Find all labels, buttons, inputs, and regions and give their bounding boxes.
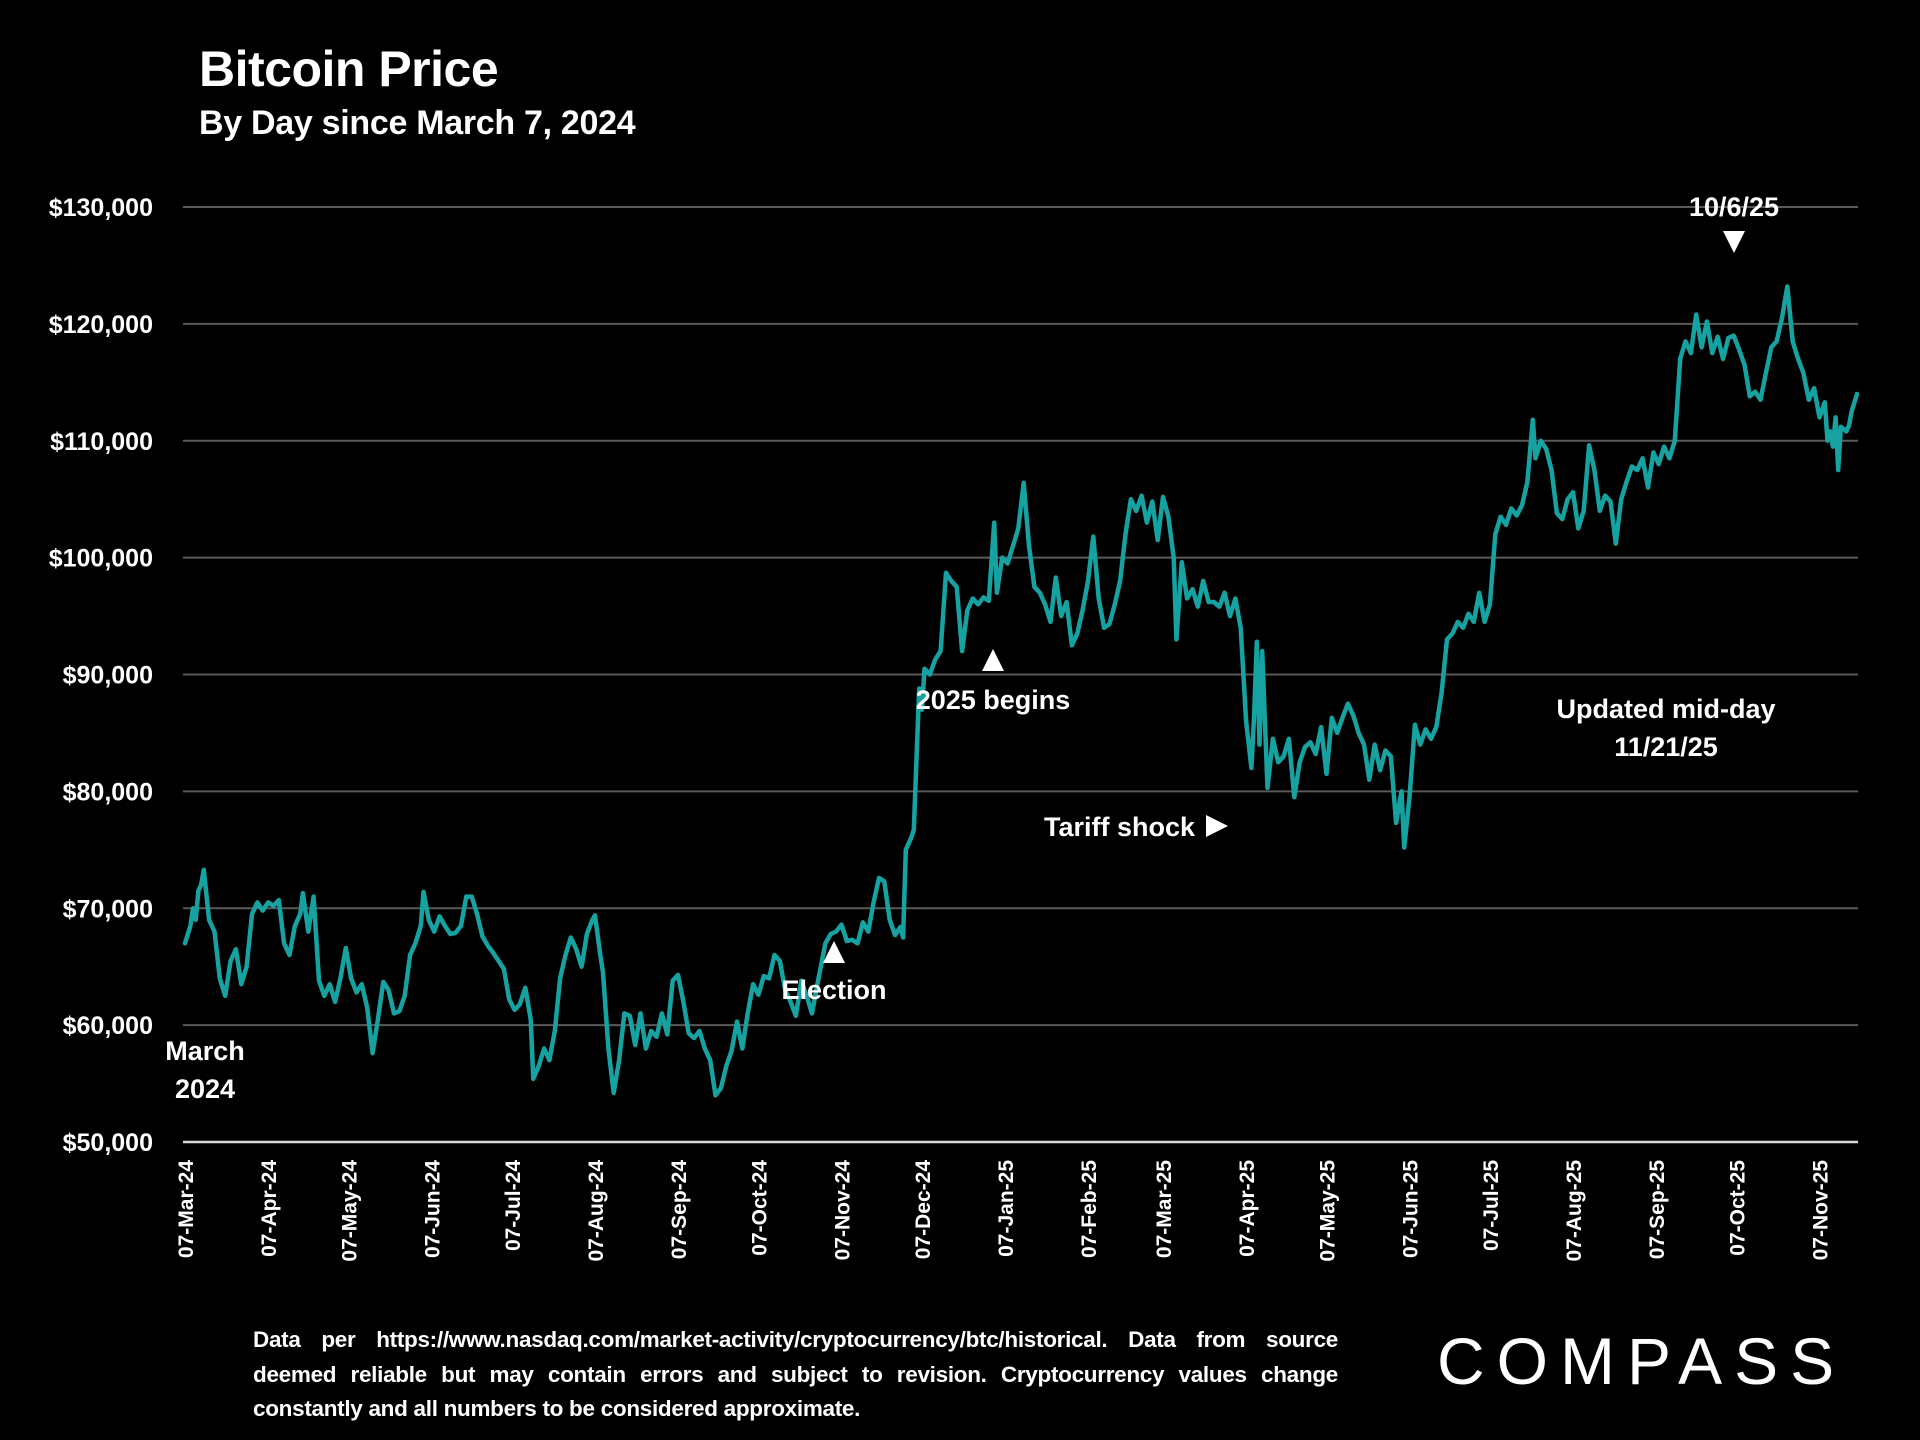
y-tick-label: $60,000	[63, 1012, 153, 1040]
x-tick-label: 07-Feb-25	[1078, 1160, 1101, 1258]
logo-text: COMPASS	[1437, 1326, 1846, 1396]
annotations: March 2024 Election 2025 begins Tariff shock…	[165, 192, 1779, 1104]
y-tick-label: $50,000	[63, 1129, 153, 1157]
annotation-marker-down-triangle	[1723, 231, 1745, 253]
x-tick-label: 07-Apr-24	[258, 1160, 281, 1257]
annotation-label: 2024	[175, 1074, 235, 1104]
y-tick-label: $110,000	[50, 428, 153, 456]
annotation-label: 11/21/25	[1614, 732, 1718, 762]
x-tick-label: 07-Apr-25	[1236, 1160, 1259, 1257]
x-tick-label: 07-Mar-25	[1153, 1160, 1176, 1258]
x-tick-label: 07-Sep-25	[1646, 1160, 1669, 1260]
x-tick-label: 07-Nov-25	[1809, 1160, 1832, 1261]
annotation-marker-up-triangle	[823, 941, 845, 963]
x-tick-label: 07-Jul-24	[502, 1160, 525, 1251]
compass-logo: COMPASS	[1437, 1326, 1846, 1396]
annotation-label: 2025 begins	[916, 685, 1071, 715]
x-tick-label: 07-Aug-25	[1563, 1160, 1586, 1262]
x-tick-label: 07-Dec-24	[912, 1160, 935, 1260]
x-tick-label: 07-Mar-24	[175, 1160, 198, 1258]
x-tick-label: 07-Sep-24	[668, 1160, 691, 1260]
x-tick-label: 07-Jun-25	[1400, 1160, 1423, 1258]
x-tick-label: 07-Jul-25	[1480, 1160, 1503, 1251]
x-tick-label: 07-Oct-24	[748, 1160, 771, 1256]
x-tick-label: 07-Nov-24	[831, 1160, 854, 1261]
annotation-label: 10/6/25	[1689, 192, 1779, 222]
x-tick-label: 07-May-25	[1316, 1160, 1339, 1262]
y-tick-label: $70,000	[63, 895, 153, 923]
chart-subtitle: By Day since March 7, 2024	[199, 104, 636, 142]
annotation-marker-up-triangle	[982, 649, 1004, 671]
y-tick-label: $80,000	[63, 778, 153, 806]
x-tick-label: 07-May-24	[338, 1160, 361, 1262]
x-tick-label: 07-Aug-24	[585, 1160, 608, 1262]
annotation-label: Tariff shock	[1044, 812, 1196, 842]
x-tick-label: 07-Jun-24	[422, 1160, 445, 1258]
series-layer	[182, 284, 1860, 1098]
annotation-label: Election	[781, 975, 886, 1005]
x-tick-label: 07-Jan-25	[995, 1160, 1018, 1257]
y-tick-label: $130,000	[49, 194, 153, 222]
y-tick-label: $100,000	[49, 545, 153, 573]
annotation-label: Updated mid-day	[1556, 694, 1775, 724]
x-tick-label: 07-Oct-25	[1726, 1160, 1749, 1256]
source-note: Data per https://www.nasdaq.com/market-a…	[253, 1327, 1338, 1421]
gridlines	[183, 206, 1858, 1144]
y-tick-label: $90,000	[63, 662, 153, 690]
annotation-label: March	[165, 1036, 245, 1066]
y-tick-label: $120,000	[49, 311, 153, 339]
chart-title: Bitcoin Price	[199, 41, 499, 97]
y-axis-ticks: $50,000 $60,000 $70,000 $80,000 $90,000 $100,…	[49, 194, 153, 1157]
annotation-marker-right-triangle	[1206, 815, 1228, 837]
x-axis-ticks: 07-Mar-24 07-Apr-24 07-May-24 07-Jun-24 07-J…	[175, 1160, 1832, 1262]
price-line	[182, 284, 1860, 1098]
